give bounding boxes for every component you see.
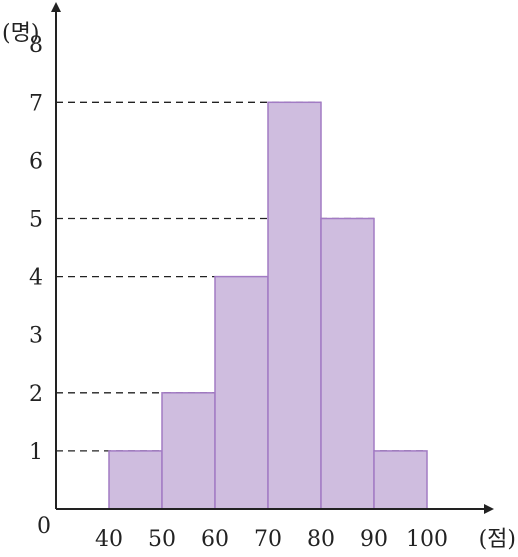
x-tick-label: 50 (148, 527, 176, 552)
histogram-bar (214, 275, 269, 510)
y-tick-label: 4 (29, 266, 43, 291)
y-axis-unit-label: (명) (2, 21, 39, 46)
x-tick-label: 80 (307, 527, 335, 552)
x-tick-label: 90 (360, 527, 388, 552)
y-tick-labels: 1 2 3 4 5 6 7 8 (29, 33, 43, 465)
y-tick-label: 6 (29, 149, 43, 174)
histogram-bar (267, 101, 322, 510)
y-tick-label: 7 (29, 91, 43, 116)
x-tick-label: 60 (201, 527, 229, 552)
y-tick-label: 3 (29, 324, 43, 349)
x-tick-label: 40 (95, 527, 123, 552)
histogram-bar (161, 392, 216, 510)
x-axis-unit-label: (점) (479, 527, 516, 552)
origin-label: 0 (37, 514, 51, 539)
x-tick-label: 100 (406, 527, 448, 552)
histogram-bar (108, 450, 163, 510)
histogram-bar (320, 217, 375, 510)
x-tick-label: 70 (254, 527, 282, 552)
histogram-bars (108, 101, 428, 510)
y-tick-label: 5 (29, 208, 43, 233)
histogram-bar (373, 450, 428, 510)
y-tick-label: 2 (29, 382, 43, 407)
x-tick-labels: 40 50 60 70 80 90 100 (95, 527, 448, 552)
y-tick-label: 8 (29, 33, 43, 58)
y-tick-label: 1 (29, 440, 43, 465)
